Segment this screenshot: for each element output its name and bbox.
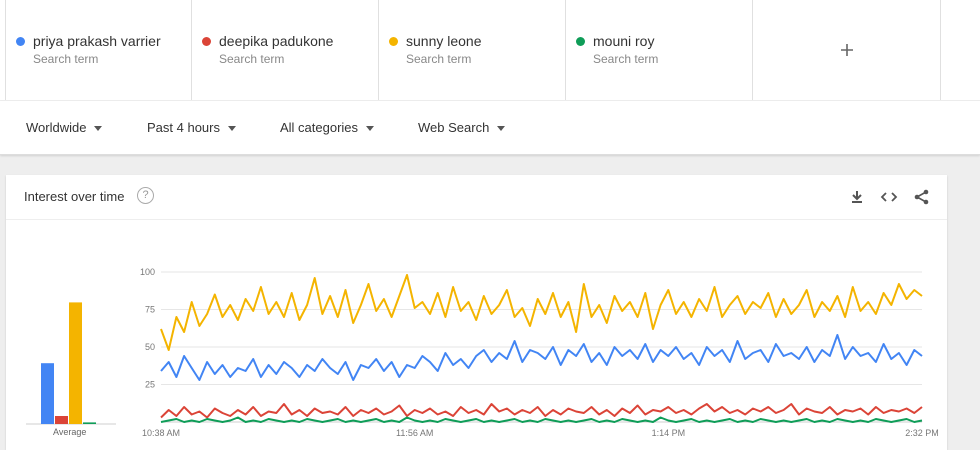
search-term-name[interactable]: deepika padukone [219,33,334,49]
search-term-4[interactable]: mouni roy Search term [566,0,753,100]
search-term-subtitle: Search term [33,52,99,66]
search-term-3[interactable]: sunny leone Search term [379,0,566,100]
search-term-name[interactable]: mouni roy [593,33,655,49]
average-bar [83,422,96,424]
search-term-2[interactable]: deepika padukone Search term [192,0,379,100]
search-term-subtitle: Search term [219,52,285,66]
caret-down-icon [366,126,375,132]
card-title: Interest over time [24,189,125,204]
x-tick-label: 11:56 AM [396,428,433,438]
category-dropdown[interactable]: All categories [280,120,375,135]
series-color-dot [202,37,211,46]
average-bar [41,363,54,424]
interest-over-time-card: Interest over time ? 100 75 50 25 10:38 AM 1… [6,175,947,450]
search-term-1[interactable]: priya prakash varrier Search term [5,0,192,100]
time-range-dropdown[interactable]: Past 4 hours [147,120,236,135]
interest-chart: 100 75 50 25 10:38 AM 11:56 AM 1:14 PM 2:32 PM [26,267,939,438]
search-terms-bar: priya prakash varrier Search term deepik… [0,0,980,100]
category-value: All categories [280,120,359,135]
share-icon[interactable] [912,187,932,207]
x-tick-label: 2:32 PM [905,428,939,438]
time-range-value: Past 4 hours [147,120,220,135]
search-term-name[interactable]: sunny leone [406,33,482,49]
embed-icon[interactable] [879,187,899,207]
filters-bar: Worldwide Past 4 hours All categories We… [0,101,980,155]
series-line [160,334,923,381]
y-tick-label: 75 [145,305,155,315]
search-term-subtitle: Search term [406,52,472,66]
search-term-name[interactable]: priya prakash varrier [33,33,161,49]
region-value: Worldwide [26,120,87,135]
search-type-value: Web Search [418,120,490,135]
series-line [160,274,923,351]
x-tick-label: 1:14 PM [652,428,686,438]
y-tick-label: 100 [140,267,155,277]
region-dropdown[interactable]: Worldwide [26,120,103,135]
plus-icon [840,44,853,56]
y-tick-label: 25 [145,380,155,390]
series-line [160,416,923,423]
y-tick-label: 50 [145,342,155,352]
series-line [160,403,923,419]
x-tick-label: 10:38 AM [142,428,180,438]
series-color-dot [16,37,25,46]
add-comparison-button[interactable] [753,0,941,100]
caret-down-icon [94,126,103,132]
search-type-dropdown[interactable]: Web Search [418,120,506,135]
average-label: Average [53,427,87,437]
series-color-dot [576,37,585,46]
help-icon[interactable]: ? [137,187,154,204]
average-bar [69,302,82,424]
caret-down-icon [497,126,506,132]
caret-down-icon [228,126,236,132]
download-icon[interactable] [847,187,867,207]
card-header: Interest over time ? [6,175,947,220]
search-term-subtitle: Search term [593,52,659,66]
average-bar [55,416,68,424]
series-color-dot [389,37,398,46]
